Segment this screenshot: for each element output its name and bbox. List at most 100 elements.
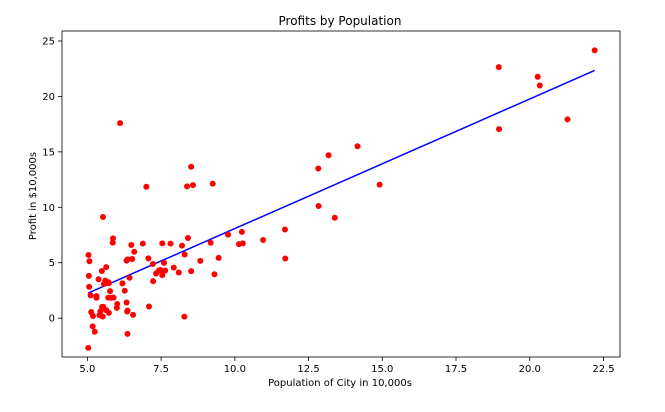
data-point (211, 271, 218, 278)
data-point (564, 116, 571, 123)
data-point (207, 239, 214, 246)
data-point (184, 183, 191, 190)
x-tick-label: 10.0 (224, 364, 246, 375)
data-point (188, 163, 195, 170)
data-point (376, 181, 383, 188)
data-point (260, 237, 267, 244)
data-point (89, 312, 96, 319)
plot-area-frame (61, 30, 621, 358)
data-point (197, 257, 204, 264)
x-axis: 5.0 7.5 10.0 12.5 15.0 17.5 20.0 22.5 (79, 357, 615, 375)
x-tick-label: 7.5 (153, 364, 169, 375)
data-point (153, 270, 160, 277)
y-tick-label: 25 (42, 36, 55, 47)
data-point (110, 235, 117, 242)
data-point (99, 213, 106, 220)
data-point (87, 292, 94, 299)
data-point (102, 277, 109, 284)
data-point (315, 202, 322, 209)
x-axis-label: Population of City in 10,000s (268, 378, 412, 389)
data-point (591, 47, 598, 54)
chart-title: Profits by Population (279, 14, 402, 28)
data-point (139, 240, 146, 247)
data-point (150, 278, 157, 285)
x-tick-label: 12.5 (297, 364, 319, 375)
data-point (89, 323, 96, 330)
x-tick-label: 5.0 (79, 364, 95, 375)
y-axis-label: Profit in $10,000s (28, 152, 39, 240)
data-point (315, 165, 322, 172)
data-point (145, 255, 152, 262)
data-point (282, 255, 289, 262)
data-point (123, 257, 130, 264)
x-tick-label: 22.5 (592, 364, 614, 375)
data-point (93, 293, 100, 300)
y-tick-label: 0 (49, 314, 55, 325)
data-point (86, 258, 93, 265)
data-point (119, 280, 126, 287)
data-point (238, 228, 245, 235)
data-point (103, 264, 110, 271)
data-point (239, 240, 246, 247)
data-point (85, 344, 92, 351)
data-point (85, 251, 92, 258)
data-point (126, 274, 133, 281)
data-point (129, 255, 136, 262)
data-point (181, 313, 188, 320)
data-point (121, 287, 128, 294)
y-tick-label: 5 (49, 258, 55, 269)
data-point (188, 268, 195, 275)
x-tick-label: 20.0 (519, 364, 541, 375)
data-point (179, 242, 186, 249)
data-point (159, 240, 166, 247)
data-point (146, 303, 153, 310)
data-point (209, 180, 216, 187)
data-point (189, 182, 196, 189)
data-point (167, 240, 174, 247)
data-point (162, 267, 169, 274)
data-point (124, 330, 131, 337)
data-point (85, 272, 92, 279)
data-point (131, 248, 138, 255)
data-point (170, 264, 177, 271)
data-point (130, 311, 137, 318)
data-point (124, 307, 131, 314)
data-point (128, 242, 135, 249)
data-point (161, 259, 168, 266)
data-point (113, 304, 120, 311)
data-point (325, 152, 332, 159)
x-tick-label: 17.5 (445, 364, 467, 375)
y-axis: 0 5 10 15 20 25 (42, 36, 62, 325)
data-point (97, 308, 104, 315)
data-point (105, 294, 112, 301)
y-tick-label: 20 (42, 92, 55, 103)
data-point (149, 260, 156, 267)
y-tick-label: 15 (42, 147, 55, 158)
data-point (184, 235, 191, 242)
data-point (536, 82, 543, 89)
data-point (159, 272, 166, 279)
data-point (331, 214, 338, 221)
data-point (354, 143, 361, 150)
x-tick-label: 15.0 (371, 364, 393, 375)
data-point (281, 226, 288, 233)
data-point (107, 288, 114, 295)
data-point (496, 126, 503, 133)
data-point (534, 73, 541, 80)
data-point (143, 183, 150, 190)
data-point (91, 328, 98, 335)
data-point (117, 120, 124, 127)
data-point (95, 276, 102, 283)
fit-line-layer (87, 69, 595, 294)
data-point (225, 231, 232, 238)
data-point (175, 269, 182, 276)
data-point (215, 254, 222, 261)
data-point (86, 283, 93, 290)
data-point (495, 64, 502, 71)
data-point (98, 267, 105, 274)
data-point (105, 309, 112, 316)
y-tick-label: 10 (42, 203, 55, 214)
data-point (123, 299, 130, 306)
